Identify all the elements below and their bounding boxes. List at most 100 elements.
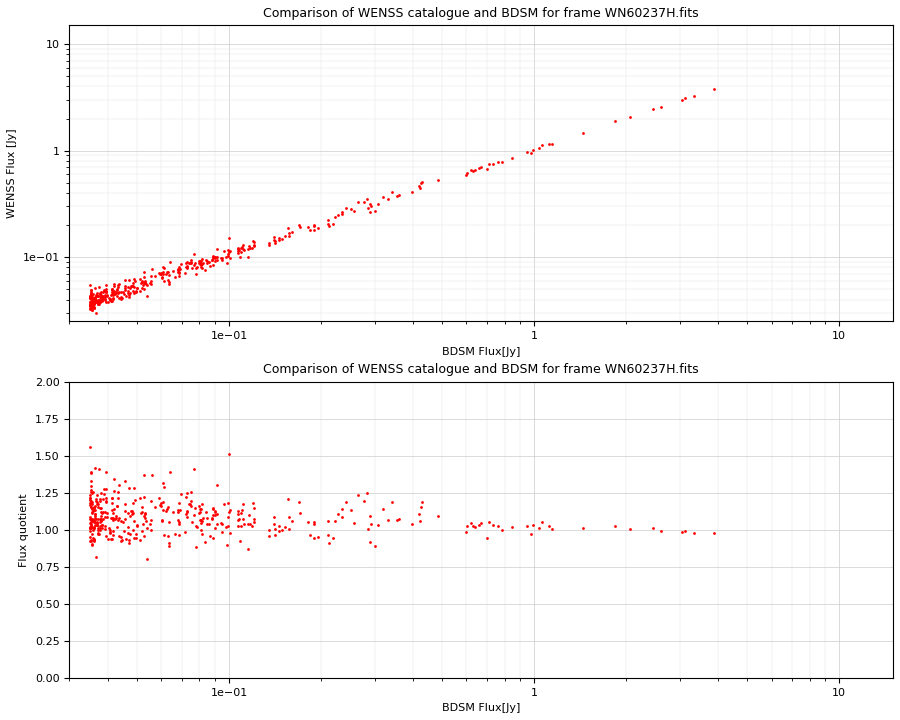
Point	[184, 516, 199, 528]
Point	[524, 528, 538, 539]
Point	[157, 481, 171, 492]
Point	[282, 227, 296, 238]
Point	[213, 252, 228, 264]
Point	[94, 508, 109, 519]
Point	[85, 303, 99, 315]
Point	[94, 295, 109, 307]
Point	[90, 288, 104, 300]
Point	[86, 298, 101, 310]
Point	[184, 254, 198, 266]
Point	[140, 553, 154, 564]
Point	[94, 523, 109, 534]
Point	[85, 468, 99, 480]
Point	[292, 496, 307, 508]
Point	[485, 519, 500, 531]
Point	[85, 538, 99, 549]
Point	[363, 536, 377, 548]
Point	[104, 524, 118, 536]
Point	[431, 174, 446, 186]
Point	[152, 269, 166, 280]
Point	[145, 469, 159, 481]
Point	[125, 285, 140, 297]
Point	[129, 532, 143, 544]
Point	[189, 269, 203, 280]
Point	[86, 486, 101, 498]
Point	[163, 256, 177, 268]
Point	[130, 519, 144, 531]
Point	[87, 302, 102, 313]
Point	[94, 516, 108, 527]
Point	[161, 541, 176, 552]
Point	[85, 516, 99, 528]
Point	[89, 519, 104, 531]
Point	[220, 511, 235, 523]
Point	[105, 292, 120, 304]
Point	[86, 505, 100, 516]
Point	[205, 254, 220, 266]
Point	[162, 270, 176, 282]
Point	[85, 296, 99, 307]
Point	[267, 523, 282, 535]
Point	[178, 526, 193, 537]
Point	[246, 235, 260, 247]
Point	[84, 513, 98, 524]
Point	[247, 239, 261, 251]
Point	[92, 281, 106, 292]
Point	[230, 246, 245, 257]
Point	[180, 262, 194, 274]
Point	[144, 270, 158, 282]
Point	[221, 251, 236, 262]
Point	[133, 286, 148, 297]
Point	[85, 305, 99, 316]
Point	[267, 232, 282, 243]
Point	[482, 158, 496, 170]
Point	[157, 266, 171, 278]
Point	[187, 259, 202, 271]
Point	[84, 520, 98, 531]
Point	[202, 256, 216, 268]
Point	[83, 292, 97, 304]
Point	[171, 516, 185, 528]
Point	[268, 237, 283, 248]
Point	[192, 508, 206, 519]
Point	[311, 222, 326, 234]
Point	[122, 534, 137, 546]
Point	[110, 284, 124, 295]
Point	[111, 287, 125, 299]
Point	[95, 294, 110, 305]
Point	[105, 515, 120, 526]
Point	[148, 501, 162, 513]
Point	[93, 494, 107, 505]
X-axis label: BDSM Flux[Jy]: BDSM Flux[Jy]	[442, 346, 520, 356]
Point	[122, 291, 136, 302]
Point	[117, 526, 131, 537]
Point	[144, 524, 158, 536]
Point	[92, 464, 106, 475]
Point	[105, 283, 120, 294]
Point	[465, 165, 480, 176]
Point	[95, 513, 110, 524]
Point	[179, 257, 194, 269]
Point	[118, 284, 132, 296]
Point	[199, 254, 213, 266]
Point	[90, 496, 104, 508]
Point	[93, 295, 107, 307]
Point	[194, 261, 208, 273]
Point	[194, 258, 208, 269]
Point	[171, 266, 185, 278]
Point	[107, 278, 122, 289]
Point	[95, 294, 110, 306]
Point	[86, 523, 101, 534]
Point	[88, 504, 103, 516]
Point	[110, 522, 124, 534]
Point	[262, 530, 276, 541]
Point	[195, 528, 210, 539]
Point	[122, 289, 137, 301]
Point	[91, 524, 105, 536]
Point	[104, 294, 118, 305]
Point	[84, 495, 98, 507]
Point	[91, 289, 105, 301]
Point	[179, 508, 194, 520]
Point	[267, 511, 282, 523]
Point	[359, 193, 374, 204]
